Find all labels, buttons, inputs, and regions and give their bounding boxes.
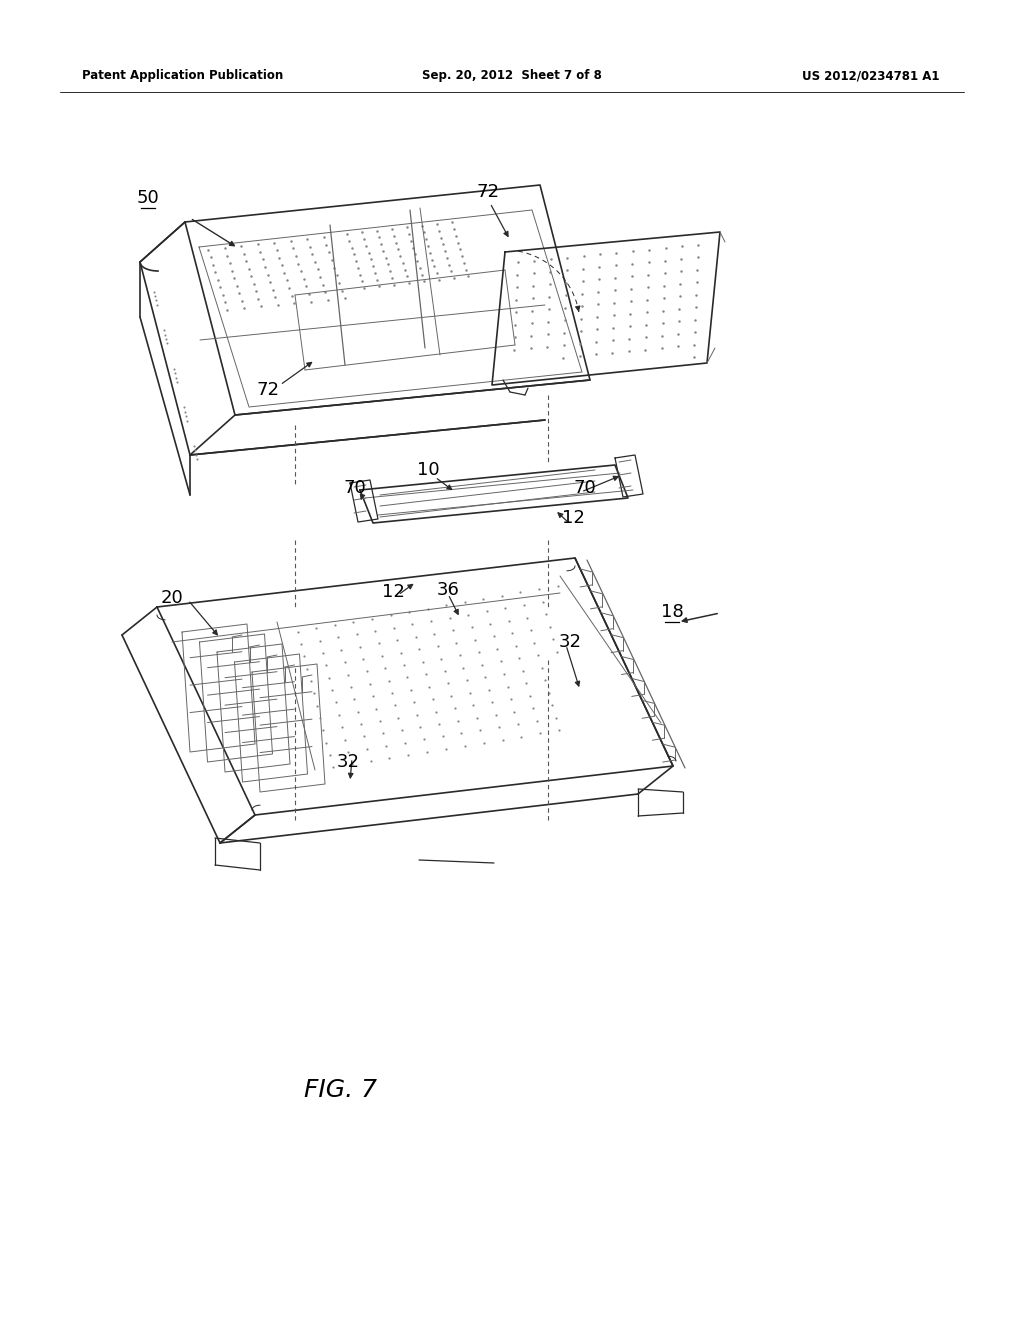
Text: 18: 18: [660, 603, 683, 620]
Text: 32: 32: [558, 634, 582, 651]
Text: Patent Application Publication: Patent Application Publication: [82, 70, 284, 82]
Text: 20: 20: [161, 589, 183, 607]
Text: Sep. 20, 2012  Sheet 7 of 8: Sep. 20, 2012 Sheet 7 of 8: [422, 70, 602, 82]
Text: FIG. 7: FIG. 7: [303, 1078, 377, 1102]
Text: 10: 10: [417, 461, 439, 479]
Text: 50: 50: [136, 189, 160, 207]
Text: 36: 36: [436, 581, 460, 599]
Text: 12: 12: [382, 583, 404, 601]
Text: 72: 72: [256, 381, 280, 399]
Text: 32: 32: [337, 752, 359, 771]
Text: 72: 72: [476, 183, 500, 201]
Text: 12: 12: [561, 510, 585, 527]
Text: 70: 70: [573, 479, 596, 498]
Text: 70: 70: [344, 479, 367, 498]
Text: US 2012/0234781 A1: US 2012/0234781 A1: [803, 70, 940, 82]
